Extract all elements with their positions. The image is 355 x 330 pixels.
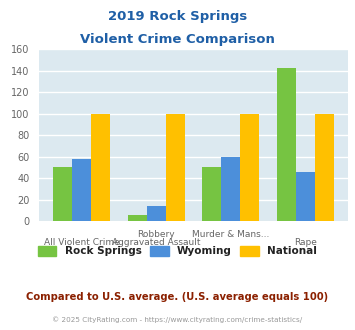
Text: Aggravated Assault: Aggravated Assault xyxy=(112,238,201,247)
Text: Robbery: Robbery xyxy=(137,230,175,239)
Bar xyxy=(72,159,91,221)
Bar xyxy=(147,206,166,221)
Text: All Violent Crime: All Violent Crime xyxy=(44,238,120,247)
Text: Violent Crime Comparison: Violent Crime Comparison xyxy=(80,33,275,46)
Bar xyxy=(91,114,110,221)
Text: © 2025 CityRating.com - https://www.cityrating.com/crime-statistics/: © 2025 CityRating.com - https://www.city… xyxy=(53,316,302,323)
Bar xyxy=(315,114,334,221)
Bar xyxy=(277,68,296,221)
Bar xyxy=(166,114,185,221)
Legend: Rock Springs, Wyoming, National: Rock Springs, Wyoming, National xyxy=(34,242,321,260)
Text: Compared to U.S. average. (U.S. average equals 100): Compared to U.S. average. (U.S. average … xyxy=(26,292,329,302)
Bar xyxy=(202,167,221,221)
Bar xyxy=(240,114,260,221)
Text: Murder & Mans...: Murder & Mans... xyxy=(192,230,269,239)
Bar xyxy=(53,167,72,221)
Text: 2019 Rock Springs: 2019 Rock Springs xyxy=(108,10,247,23)
Bar xyxy=(127,214,147,221)
Bar xyxy=(221,157,240,221)
Text: Rape: Rape xyxy=(294,238,317,247)
Bar xyxy=(296,172,315,221)
